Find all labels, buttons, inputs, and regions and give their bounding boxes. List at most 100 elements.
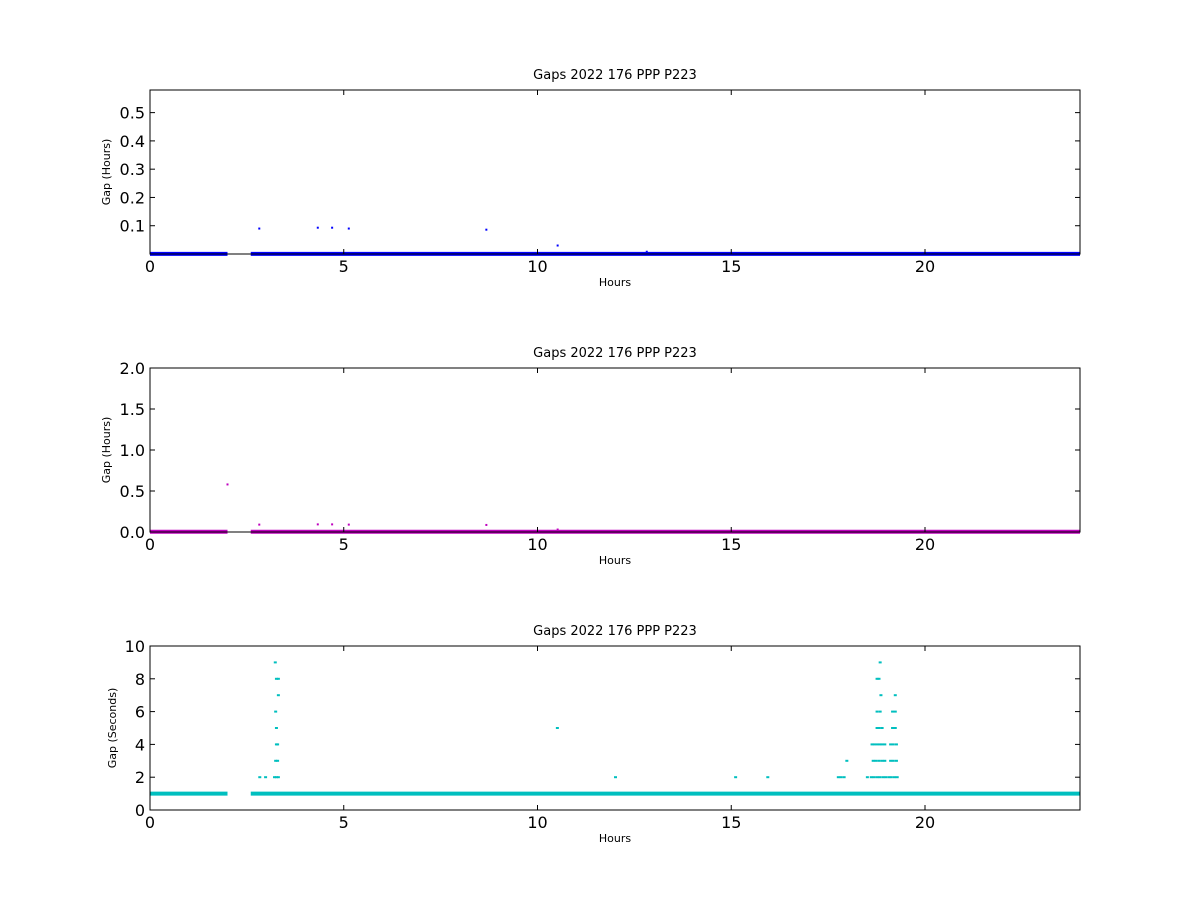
x-tick-label: 15 <box>721 813 741 832</box>
y-tick-label: 0.3 <box>120 160 145 179</box>
data-point <box>347 227 350 230</box>
data-point <box>875 677 879 680</box>
data-point <box>881 776 885 779</box>
data-point <box>889 776 893 779</box>
x-tick-label: 20 <box>915 257 935 276</box>
data-point <box>880 727 884 729</box>
data-point <box>893 710 897 713</box>
plot-frame <box>149 367 1081 533</box>
data-point <box>878 743 882 746</box>
data-point <box>274 776 278 779</box>
y-tick-label: 2.0 <box>120 359 145 378</box>
y-tick-label: 6 <box>135 703 145 722</box>
data-point <box>276 776 280 779</box>
y-tick-label: 0.2 <box>120 188 145 207</box>
data-point <box>274 727 278 729</box>
x-tick-label: 20 <box>915 535 935 554</box>
data-point <box>274 710 278 713</box>
data-point <box>226 483 229 486</box>
data-point <box>872 743 876 746</box>
x-tick-label: 15 <box>721 535 741 554</box>
data-point <box>891 727 895 729</box>
data-point <box>485 228 488 231</box>
x-tick-label: 0 <box>145 257 155 276</box>
data-point <box>258 776 262 779</box>
y-tick-label: 0.5 <box>120 482 145 501</box>
data-point <box>555 727 559 729</box>
data-point <box>316 226 319 229</box>
y-tick-label: 1.5 <box>120 400 145 419</box>
data-point <box>887 776 891 779</box>
x-tick-label: 10 <box>527 535 547 554</box>
x-tick-label: 5 <box>339 813 349 832</box>
y-tick-label: 4 <box>135 735 145 754</box>
x-axis-label: Hours <box>599 554 631 567</box>
data-point <box>893 727 897 729</box>
data-point <box>889 759 893 762</box>
data-point <box>877 677 881 680</box>
data-point <box>879 694 883 697</box>
data-point <box>877 727 881 729</box>
data-point <box>845 759 849 762</box>
data-point <box>274 759 278 762</box>
y-tick-label: 0.5 <box>120 104 145 123</box>
data-point <box>614 776 617 779</box>
data-point <box>894 743 898 746</box>
data-point <box>877 759 881 762</box>
data-point <box>878 776 882 779</box>
data-point <box>556 528 559 531</box>
data-point <box>839 776 843 779</box>
x-tick-label: 0 <box>145 813 155 832</box>
data-point <box>734 776 738 779</box>
data-point <box>276 694 280 697</box>
data-point <box>889 743 893 746</box>
y-tick-label: 2 <box>135 768 145 787</box>
data-point <box>891 759 895 762</box>
data-point <box>274 677 278 680</box>
chart-title: Gaps 2022 176 PPP P223 <box>533 68 697 83</box>
plot-frame <box>149 645 1081 811</box>
x-tick-label: 15 <box>721 257 741 276</box>
data-point <box>875 710 879 713</box>
x-tick-label: 5 <box>339 257 349 276</box>
data-point <box>316 523 319 526</box>
data-point <box>276 759 280 762</box>
data-point <box>865 776 869 779</box>
data-point <box>893 694 897 697</box>
data-point <box>894 759 898 762</box>
data-point <box>880 759 884 762</box>
y-axis-label: Gap (Hours) <box>100 139 113 206</box>
data-point <box>891 710 895 713</box>
data-point <box>331 523 334 526</box>
y-tick-label: 0.4 <box>120 132 145 151</box>
data-point <box>874 759 878 762</box>
y-axis-label: Gap (Hours) <box>100 417 113 484</box>
chart-panel-1: 0 5 10 15 20 0.1 0.2 0.3 0.4 0.5 Gaps 2022 176 PPP… <box>100 68 1081 289</box>
chart-title: Gaps 2022 176 PPP P223 <box>533 624 697 639</box>
y-tick-label: 0.1 <box>120 217 145 236</box>
data-point <box>869 776 873 779</box>
x-tick-label: 5 <box>339 535 349 554</box>
data-point <box>258 523 261 526</box>
data-point <box>645 250 648 253</box>
data-point <box>883 743 887 746</box>
data-point <box>880 743 884 746</box>
y-tick-label: 0.0 <box>120 523 145 542</box>
data-point <box>875 776 879 779</box>
data-point <box>884 776 888 779</box>
data-point <box>871 759 875 762</box>
data-point <box>485 523 488 526</box>
chart-panel-2: 0 5 10 15 20 0.0 0.5 1.0 1.5 2.0 Gaps 2022 176 PPP… <box>100 346 1081 567</box>
data-point <box>331 226 334 229</box>
data-point <box>836 776 840 779</box>
y-tick-label: 10 <box>125 637 145 656</box>
y-tick-label: 8 <box>135 670 145 689</box>
data-point <box>872 776 876 779</box>
data-point <box>895 776 899 779</box>
plot-frame <box>149 89 1081 255</box>
x-tick-label: 10 <box>527 813 547 832</box>
data-point <box>264 776 268 779</box>
x-axis-label: Hours <box>599 276 631 289</box>
data-point <box>273 661 277 664</box>
